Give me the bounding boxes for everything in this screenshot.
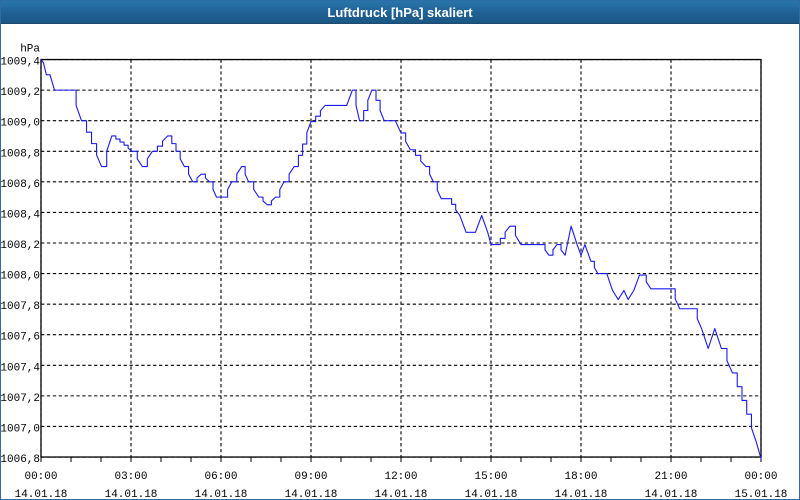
svg-text:1007,4: 1007,4 [1, 362, 40, 374]
svg-text:14.01.18: 14.01.18 [375, 489, 428, 500]
svg-text:00:00: 00:00 [24, 471, 57, 483]
svg-text:1008,4: 1008,4 [1, 209, 40, 221]
svg-text:18:00: 18:00 [564, 471, 597, 483]
svg-text:00:00: 00:00 [744, 471, 777, 483]
svg-text:14.01.18: 14.01.18 [465, 489, 518, 500]
svg-text:14.01.18: 14.01.18 [105, 489, 158, 500]
svg-text:1008,0: 1008,0 [1, 271, 40, 283]
svg-text:15.01.18: 15.01.18 [735, 489, 788, 500]
svg-text:1006,8: 1006,8 [1, 454, 40, 466]
svg-text:1007,8: 1007,8 [1, 301, 40, 313]
svg-text:1007,0: 1007,0 [1, 423, 40, 435]
svg-text:09:00: 09:00 [294, 471, 327, 483]
svg-text:12:00: 12:00 [384, 471, 417, 483]
svg-text:14.01.18: 14.01.18 [285, 489, 338, 500]
svg-text:14.01.18: 14.01.18 [555, 489, 608, 500]
svg-text:06:00: 06:00 [204, 471, 237, 483]
svg-text:1007,6: 1007,6 [1, 332, 40, 344]
svg-text:1009,2: 1009,2 [1, 87, 40, 99]
svg-text:hPa: hPa [20, 44, 40, 56]
svg-text:14.01.18: 14.01.18 [645, 489, 698, 500]
svg-text:1008,6: 1008,6 [1, 179, 40, 191]
svg-text:1009,0: 1009,0 [1, 118, 40, 130]
svg-text:21:00: 21:00 [654, 471, 687, 483]
svg-text:15:00: 15:00 [474, 471, 507, 483]
svg-text:1007,2: 1007,2 [1, 393, 40, 405]
svg-text:1008,8: 1008,8 [1, 148, 40, 160]
svg-text:1008,2: 1008,2 [1, 240, 40, 252]
svg-text:1009,4: 1009,4 [1, 57, 40, 69]
svg-text:14.01.18: 14.01.18 [195, 489, 248, 500]
svg-text:14.01.18: 14.01.18 [15, 489, 68, 500]
svg-text:03:00: 03:00 [114, 471, 147, 483]
